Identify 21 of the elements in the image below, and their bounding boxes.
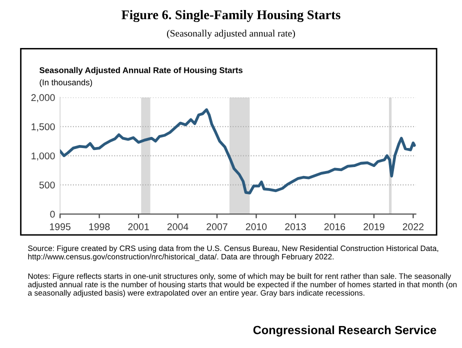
y-tick-label: 500 (39, 182, 55, 188)
x-tick-label: 2016 (324, 223, 346, 230)
chart-subtitle: (Seasonally adjusted annual rate) (167, 30, 295, 39)
y-tick-label: 2,000 (31, 94, 55, 102)
text: (In thousands) (40, 79, 92, 87)
chart-title: Figure 6. Single-Family Housing Starts (122, 10, 340, 22)
y-tick-label: 1,500 (32, 123, 55, 132)
x-tick-label: 2001 (128, 223, 149, 230)
y-tick-label: 0 (50, 210, 55, 218)
x-tick-label: 2022 (402, 223, 424, 230)
x-tick-label: 2010 (246, 223, 267, 230)
x-tick-label: 2019 (364, 223, 384, 230)
text: Congressional Research Service (253, 326, 436, 337)
x-tick-label: 2007 (206, 223, 228, 230)
y-tick-label: 1,000 (32, 152, 55, 160)
x-tick-label: 1998 (89, 223, 110, 230)
x-tick-label: 2004 (167, 223, 188, 230)
line-series (60, 108, 416, 194)
x-tick-label: 1995 (50, 223, 70, 230)
x-tick-label: 2013 (285, 223, 306, 230)
y-axis-title: Seasonally Adjusted Annual Rate of Housing Starts (40, 67, 243, 75)
